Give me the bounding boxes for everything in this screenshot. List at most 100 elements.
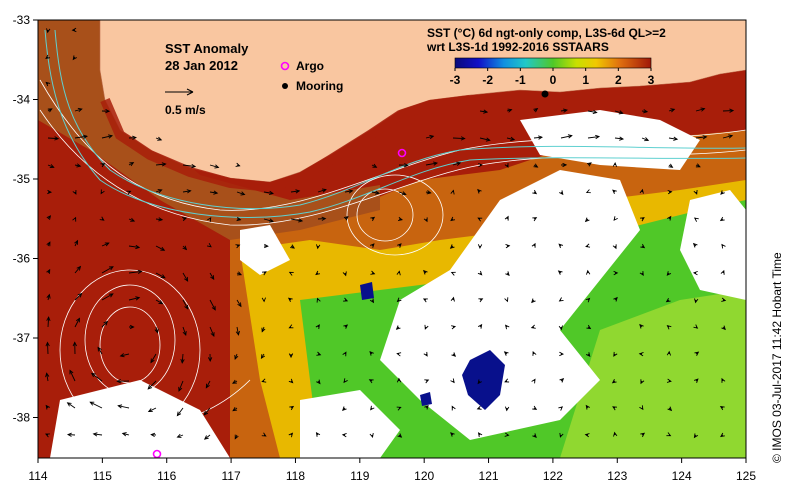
velocity-arrow-head bbox=[207, 217, 212, 222]
ssh-contours bbox=[39, 79, 746, 431]
velocity-arrow-head bbox=[613, 431, 618, 437]
velocity-arrow-head bbox=[157, 136, 163, 141]
velocity-arrow-head bbox=[538, 135, 543, 140]
velocity-arrow-head bbox=[72, 216, 77, 222]
velocity-arrow-head bbox=[343, 324, 349, 329]
velocity-arrow-head bbox=[667, 215, 672, 221]
velocity-arrow bbox=[150, 353, 157, 363]
velocity-arrow-head bbox=[449, 244, 455, 249]
velocity-arrow-head bbox=[429, 134, 435, 140]
velocity-arrow bbox=[209, 326, 215, 337]
velocity-arrow bbox=[479, 110, 488, 113]
velocity-arrow-head bbox=[666, 350, 672, 356]
velocity-arrow bbox=[263, 218, 274, 222]
velocity-arrow bbox=[182, 164, 196, 167]
velocity-arrow bbox=[203, 407, 211, 416]
velocity-arrow-head bbox=[477, 323, 483, 329]
velocity-arrow-head bbox=[426, 190, 432, 195]
velocity-arrow-head bbox=[595, 134, 601, 140]
velocity-arrow-head bbox=[667, 189, 673, 195]
velocity-arrow-head bbox=[695, 163, 701, 168]
velocity-arrow-head bbox=[721, 243, 726, 249]
velocity-arrow-head bbox=[342, 271, 347, 277]
velocity-arrow-head bbox=[424, 324, 429, 330]
velocity-arrow-head bbox=[451, 325, 457, 330]
y-tick-label: -38 bbox=[13, 411, 31, 425]
velocity-arrow bbox=[560, 135, 572, 139]
velocity-arrow-head bbox=[261, 432, 267, 437]
velocity-arrow-head bbox=[456, 161, 462, 166]
velocity-arrow-head bbox=[72, 55, 77, 61]
velocity-arrow-head bbox=[375, 190, 381, 195]
velocity-arrow-head bbox=[234, 434, 239, 440]
argo-legend-icon bbox=[280, 61, 290, 71]
velocity-arrow-head bbox=[720, 432, 725, 438]
velocity-arrow-head bbox=[184, 276, 189, 282]
cloud-mask-south bbox=[50, 380, 230, 458]
velocity-arrow-head bbox=[77, 107, 83, 113]
velocity-arrow-head bbox=[585, 189, 591, 194]
velocity-arrow-head bbox=[668, 163, 674, 168]
velocity-arrow-head bbox=[150, 432, 156, 438]
velocity-arrow-head bbox=[720, 269, 725, 275]
velocity-arrow-head bbox=[666, 325, 672, 330]
velocity-arrow-head bbox=[214, 164, 220, 169]
velocity-arrow-head bbox=[450, 296, 455, 302]
velocity-arrow-head bbox=[203, 435, 209, 440]
velocity-arrow-head bbox=[693, 378, 699, 384]
velocity-arrow-head bbox=[45, 372, 50, 378]
x-tick-label: 116 bbox=[157, 469, 176, 483]
velocity-arrow-head bbox=[670, 108, 676, 113]
velocity-arrow-head bbox=[186, 189, 192, 194]
velocity-arrow-head bbox=[158, 300, 164, 305]
cloud-mask-center bbox=[380, 170, 640, 440]
velocity-arrow-head bbox=[90, 372, 96, 378]
velocity-arrow-head bbox=[76, 163, 82, 168]
velocity-arrow-head bbox=[532, 405, 538, 410]
velocity-arrow-head bbox=[288, 378, 294, 384]
velocity-arrow-head bbox=[396, 297, 402, 303]
map-title: SST Anomaly bbox=[165, 41, 249, 56]
velocity-arrow bbox=[120, 353, 130, 357]
velocity-arrow-head bbox=[343, 216, 349, 221]
velocity-arrow-head bbox=[321, 216, 327, 221]
velocity-arrow bbox=[587, 110, 597, 113]
velocity-arrow-head bbox=[694, 298, 699, 304]
velocity-arrow-head bbox=[639, 271, 644, 276]
velocity-arrow-head bbox=[342, 406, 347, 412]
x-tick-label: 124 bbox=[672, 469, 692, 483]
velocity-arrow-head bbox=[316, 244, 321, 250]
velocity-arrow bbox=[236, 191, 245, 195]
velocity-arrow-head bbox=[450, 432, 455, 437]
velocity-arrow bbox=[614, 110, 623, 114]
velocity-arrow-head bbox=[72, 341, 77, 347]
velocity-arrow bbox=[155, 299, 163, 305]
velocity-arrow-head bbox=[369, 298, 375, 304]
velocity-arrow-head bbox=[592, 109, 598, 115]
velocity-arrow-head bbox=[342, 351, 347, 357]
velocity-arrow bbox=[176, 407, 184, 416]
velocity-arrow-head bbox=[100, 163, 106, 168]
velocity-arrow-head bbox=[643, 109, 649, 114]
velocity-arrow-head bbox=[343, 297, 349, 302]
velocity-arrow-head bbox=[563, 108, 568, 113]
velocity-arrow-head bbox=[504, 215, 509, 221]
y-tick-label: -36 bbox=[13, 252, 31, 266]
colorbar-title-2: wrt L3S-1d 1992-2016 SSTAARS bbox=[426, 40, 609, 54]
velocity-arrow-head bbox=[639, 188, 644, 194]
velocity-arrow-head bbox=[121, 432, 127, 437]
velocity-arrow-head bbox=[562, 162, 568, 168]
cold-patch bbox=[462, 350, 505, 410]
mooring-legend-icon bbox=[282, 83, 288, 89]
velocity-arrow-head bbox=[396, 406, 402, 411]
velocity-arrow-head bbox=[531, 378, 536, 384]
x-tick-label: 114 bbox=[28, 469, 47, 483]
velocity-arrow-head bbox=[47, 189, 53, 195]
velocity-arrow bbox=[371, 191, 380, 194]
velocity-arrow bbox=[290, 218, 303, 222]
velocity-arrow-head bbox=[157, 189, 163, 194]
velocity-arrow bbox=[182, 190, 191, 193]
velocity-arrow-head bbox=[298, 218, 304, 223]
velocity-arrow-head bbox=[89, 401, 95, 406]
